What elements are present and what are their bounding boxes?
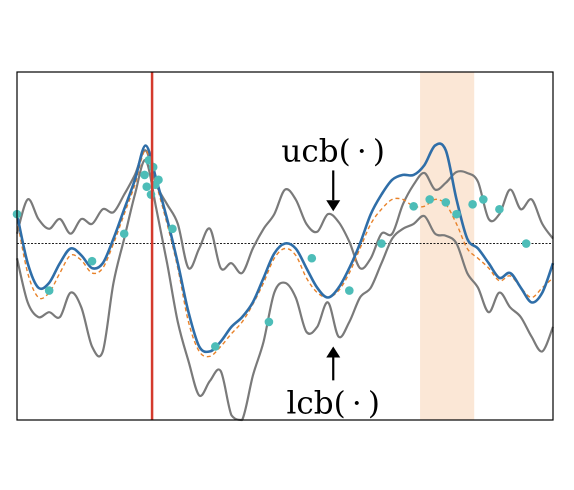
observation-point bbox=[307, 253, 317, 263]
observation-point bbox=[154, 175, 163, 185]
observation-point bbox=[140, 170, 149, 180]
observation-point bbox=[521, 239, 531, 248]
points-layer bbox=[12, 155, 531, 351]
annotation-label-0: ucb( · ) bbox=[281, 133, 385, 169]
annotation-arrow-head-1 bbox=[326, 346, 341, 358]
observation-point bbox=[211, 342, 220, 351]
observation-point bbox=[479, 195, 488, 204]
observation-point bbox=[264, 317, 274, 327]
observation-point bbox=[168, 224, 177, 234]
observation-point bbox=[87, 256, 97, 266]
annotation-label-1: lcb( · ) bbox=[286, 385, 380, 421]
observation-point bbox=[495, 204, 504, 214]
observation-point bbox=[142, 182, 152, 191]
observation-point bbox=[452, 209, 461, 219]
observation-point bbox=[44, 286, 54, 295]
series-line-mean bbox=[15, 142, 555, 354]
observation-point bbox=[441, 198, 451, 207]
highlight-band bbox=[420, 72, 475, 420]
observation-point bbox=[377, 239, 386, 248]
series-layer bbox=[15, 142, 555, 422]
observation-point bbox=[468, 200, 477, 209]
observation-point bbox=[425, 195, 435, 204]
annotation-arrow-head-0 bbox=[326, 200, 341, 212]
observation-point bbox=[409, 201, 418, 211]
observation-point bbox=[345, 286, 354, 295]
series-line-ucb bbox=[15, 149, 554, 275]
series-line-lcb bbox=[15, 159, 555, 422]
plot-frame bbox=[16, 71, 554, 421]
annotation-layer: ucb( · ) lcb( · ) bbox=[281, 133, 385, 421]
observation-point bbox=[119, 229, 129, 239]
series-line-dashed bbox=[16, 149, 554, 358]
